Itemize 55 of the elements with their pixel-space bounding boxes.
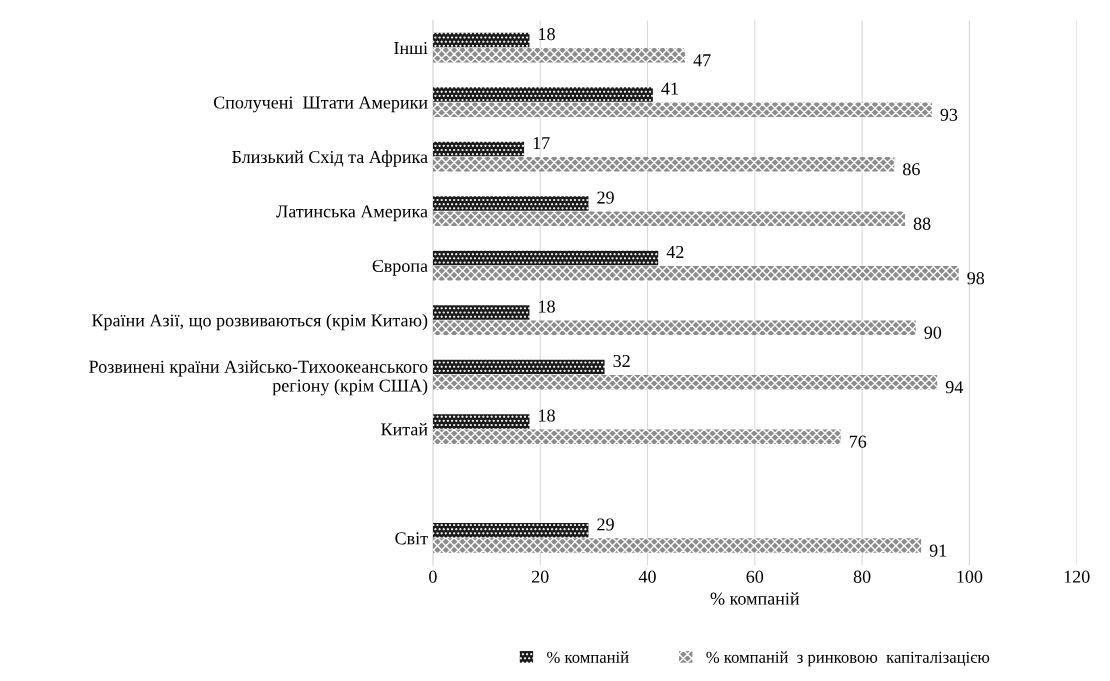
bar xyxy=(432,359,605,375)
bar xyxy=(432,157,895,172)
bar xyxy=(432,305,530,320)
y-tick-label: Сполучені Штати Америки xyxy=(213,96,428,113)
data-label: 76 xyxy=(849,435,867,448)
x-tick-label: 60 xyxy=(746,570,764,583)
data-label: 94 xyxy=(945,381,964,394)
legend-label: % компаній з ринковою капіталізацією xyxy=(706,651,990,667)
data-label: 42 xyxy=(666,245,684,258)
bar xyxy=(432,429,841,444)
bar xyxy=(432,250,659,266)
x-axis-title: % компаній xyxy=(710,592,800,605)
bar xyxy=(432,102,932,118)
data-label: 88 xyxy=(913,217,931,230)
y-tick-label: Світ xyxy=(395,532,428,545)
x-tick-label: 80 xyxy=(853,570,871,583)
x-tick-label: 20 xyxy=(531,570,549,583)
data-label: 29 xyxy=(597,518,614,531)
data-label: 18 xyxy=(539,28,555,41)
bar xyxy=(432,48,686,63)
bar xyxy=(432,211,906,226)
data-label: 93 xyxy=(940,108,958,121)
y-tick-label: Інші xyxy=(394,41,428,54)
bar xyxy=(432,523,589,538)
data-label: 18 xyxy=(539,409,555,422)
bar xyxy=(432,374,938,390)
legend-label: % компаній xyxy=(547,651,629,663)
data-label: 17 xyxy=(533,137,550,149)
bar xyxy=(432,538,922,553)
data-label: 98 xyxy=(967,272,985,285)
bar xyxy=(432,265,959,281)
y-tick-label: Країни Азії, що розвиваються (крім Китаю) xyxy=(91,313,428,331)
x-tick-label: 120 xyxy=(1064,570,1090,583)
data-label: 90 xyxy=(924,326,942,339)
y-tick-label: Близький Схід та Африка xyxy=(232,150,428,167)
y-tick-label: Латинська Америка xyxy=(276,205,428,222)
data-label: 32 xyxy=(613,354,630,368)
y-tick-label: Європа xyxy=(372,259,428,276)
y-tick-label: Розвинені країни Азійсько-Тихоокеанського регіону (крім США) xyxy=(89,360,428,396)
x-tick-label: 100 xyxy=(957,570,983,583)
bar xyxy=(432,196,589,211)
bar xyxy=(432,87,653,102)
x-tick-label: 0 xyxy=(429,570,437,583)
data-label: 47 xyxy=(693,54,711,67)
data-label: 91 xyxy=(929,544,947,557)
bar xyxy=(432,32,530,48)
x-tick-label: 40 xyxy=(638,570,656,583)
y-tick-label: Китай xyxy=(381,422,428,436)
bar xyxy=(432,320,916,335)
data-label: 29 xyxy=(597,191,614,204)
bar xyxy=(432,414,530,429)
data-label: 18 xyxy=(539,300,555,313)
data-label: 86 xyxy=(903,163,920,176)
data-label: 41 xyxy=(661,82,678,95)
bar xyxy=(432,141,525,157)
